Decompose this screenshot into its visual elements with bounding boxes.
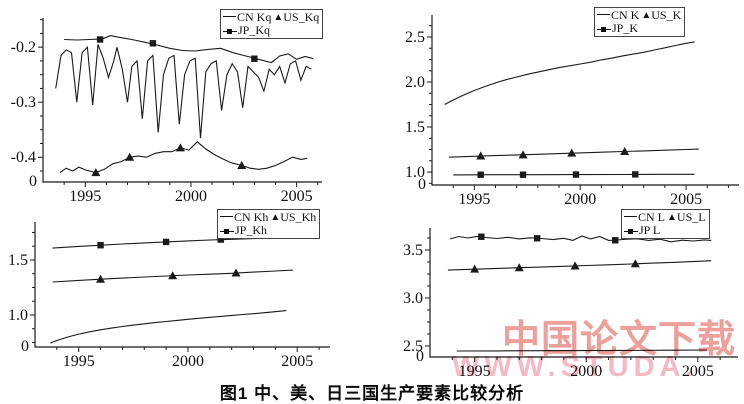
svg-text:3.0: 3.0	[403, 290, 423, 307]
legend-label: US_Kh	[280, 210, 317, 224]
legend-k: CN K ▲US_K JP_K	[594, 7, 686, 37]
subplot-k: 2.5 2.0 1.5 1.0 0 1995 2000 2005 CN K ▲US_K JP_K	[372, 0, 744, 205]
svg-text:2.5: 2.5	[405, 29, 425, 46]
legend-label: US_K	[651, 8, 682, 22]
svg-text:1.5: 1.5	[8, 252, 28, 269]
legend-kh: CN Kh ▲US_Kh JP_Kh	[217, 209, 321, 239]
triangle-marker-icon: ▲	[270, 212, 281, 223]
watermark-text: 中国论文下载	[502, 319, 737, 361]
watermark-url: WWW.STUDA.	[452, 351, 699, 383]
line-swatch-icon	[624, 216, 637, 218]
svg-text:-0.3: -0.3	[11, 94, 36, 111]
legend-kq: CN Kq ▲US_Kq JP_Kq	[220, 9, 324, 39]
svg-text:2.5: 2.5	[403, 338, 423, 355]
svg-text:3.5: 3.5	[403, 242, 423, 259]
legend-label: JP L	[639, 223, 661, 237]
legend-label: JP_Kq	[238, 23, 271, 37]
legend-label: CN Kq	[237, 10, 272, 24]
svg-text:2000: 2000	[570, 363, 602, 378]
svg-text:2005: 2005	[281, 188, 313, 205]
square-marker-icon	[220, 227, 234, 235]
legend-l: CN L ▲US_L JP L	[621, 209, 710, 239]
square-marker-icon	[624, 227, 638, 235]
legend-label: CN Kh	[234, 210, 269, 224]
svg-text:1.0: 1.0	[405, 164, 425, 181]
chart-kh-canvas: 1.5 1.0 0 1995 2000 2005	[8, 222, 330, 370]
line-swatch-icon	[220, 216, 233, 218]
subplot-kq: -0.2 -0.3 -0.4 0 1995 2000 2005 CN Kq ▲US_Kq JP…	[0, 0, 365, 205]
subplot-kh: 1.5 1.0 0 1995 2000 2005 CN Kh ▲US_Kh JP_Kh	[0, 205, 365, 377]
legend-label: CN L	[638, 210, 665, 224]
svg-text:2000: 2000	[175, 188, 207, 205]
triangle-marker-icon: ▲	[641, 10, 652, 21]
svg-text:0: 0	[418, 176, 426, 193]
svg-text:1995: 1995	[63, 353, 95, 370]
svg-text:1.5: 1.5	[405, 119, 425, 136]
svg-text:0: 0	[29, 173, 37, 190]
svg-text:2005: 2005	[281, 353, 313, 370]
svg-text:2005: 2005	[682, 363, 714, 378]
svg-text:1995: 1995	[459, 363, 491, 378]
line-swatch-icon	[223, 16, 236, 18]
svg-text:-0.2: -0.2	[11, 39, 36, 56]
subplot-l: 3.5 3.0 2.5 0 1995 2000 2005 CN L ▲US_L JP L	[372, 205, 744, 378]
legend-label: JP_K	[612, 21, 639, 35]
legend-label: US_L	[676, 210, 706, 224]
chart-kq-canvas: -0.2 -0.3 -0.4 0 1995 2000 2005	[11, 18, 322, 205]
triangle-marker-icon: ▲	[273, 12, 284, 23]
svg-text:2.0: 2.0	[405, 74, 425, 91]
line-swatch-icon	[597, 14, 610, 16]
svg-text:1995: 1995	[458, 191, 490, 205]
svg-text:-0.4: -0.4	[11, 149, 36, 166]
svg-text:2000: 2000	[172, 353, 204, 370]
svg-text:1.0: 1.0	[8, 307, 28, 324]
legend-label: JP_Kh	[235, 223, 268, 237]
triangle-marker-icon: ▲	[667, 212, 677, 223]
svg-text:2000: 2000	[564, 191, 596, 205]
figure-caption: 图1 中、美、日三国生产要素比较分析	[219, 384, 525, 403]
square-marker-icon	[223, 27, 237, 35]
svg-text:1995: 1995	[69, 188, 101, 205]
chart-l-canvas: 3.5 3.0 2.50 1995 2000 2005	[403, 228, 738, 378]
legend-label: CN K	[611, 8, 640, 22]
square-marker-icon	[597, 25, 611, 33]
svg-text:0: 0	[21, 338, 29, 355]
svg-text:2005: 2005	[670, 191, 702, 205]
chart-k-canvas: 2.5 2.0 1.5 1.00 1995 2000 2005	[405, 15, 739, 205]
svg-text:0: 0	[416, 348, 424, 365]
legend-label: US_Kq	[283, 10, 320, 24]
